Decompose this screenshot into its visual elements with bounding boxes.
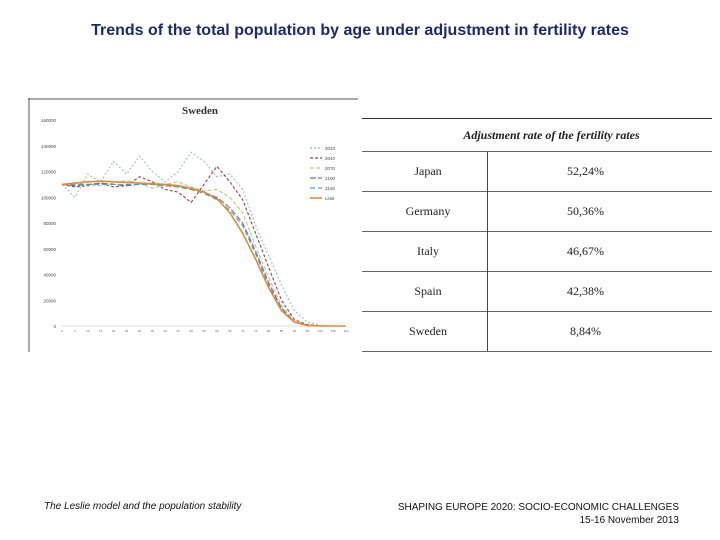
y-tick-label: 0 bbox=[53, 324, 56, 329]
x-tick-label: 30 bbox=[138, 329, 142, 333]
x-tick-label: 45 bbox=[177, 329, 181, 333]
x-tick-label: 50 bbox=[189, 329, 193, 333]
x-tick-label: 110 bbox=[344, 329, 349, 333]
country-cell: Spain bbox=[362, 271, 488, 312]
y-tick-label: 140000 bbox=[41, 144, 57, 149]
x-tick-label: 20 bbox=[112, 329, 116, 333]
rate-cell: 46,67% bbox=[487, 231, 712, 272]
chart-title: Sweden bbox=[182, 105, 218, 117]
rate-cell: 50,36% bbox=[487, 191, 712, 232]
slide-title: Trends of the total population by age un… bbox=[91, 22, 629, 39]
y-tick-label: 160000 bbox=[41, 118, 57, 123]
legend-label: Limit bbox=[325, 196, 335, 201]
rate-cell: 52,24% bbox=[487, 151, 712, 192]
y-tick-label: 80000 bbox=[43, 221, 56, 226]
legend-label: 2010 bbox=[325, 146, 336, 151]
rate-cell: 42,38% bbox=[487, 271, 712, 312]
series-line-2150 bbox=[62, 183, 346, 327]
country-cell: Sweden bbox=[362, 311, 488, 352]
y-tick-label: 40000 bbox=[43, 273, 56, 278]
x-tick-label: 70 bbox=[241, 329, 245, 333]
rate-cell: 8,84% bbox=[487, 311, 712, 352]
footer-left: The Leslie model and the population stab… bbox=[44, 501, 242, 512]
fertility-table: Adjustment rate of the fertility rates J… bbox=[362, 118, 712, 352]
table-row: Germany 50,36% bbox=[362, 191, 712, 232]
series-line-2070 bbox=[61, 179, 346, 327]
table-header-row: Adjustment rate of the fertility rates bbox=[362, 118, 712, 152]
y-tick-label: 60000 bbox=[43, 247, 56, 252]
x-tick-label: 25 bbox=[125, 329, 129, 333]
series-line-2100 bbox=[61, 182, 346, 327]
x-tick-label: 90 bbox=[293, 329, 297, 333]
x-tick-label: 100 bbox=[318, 329, 323, 333]
table-row: Spain 42,38% bbox=[362, 271, 712, 312]
series-line-2040 bbox=[61, 165, 346, 327]
table-row: Japan 52,24% bbox=[362, 151, 712, 192]
series-line-2010 bbox=[61, 151, 346, 327]
country-cell: Japan bbox=[362, 151, 488, 192]
y-tick-label: 100000 bbox=[41, 195, 57, 200]
x-tick-label: 35 bbox=[151, 329, 155, 333]
legend-label: 2100 bbox=[325, 176, 336, 181]
fertility-table-panel: Adjustment rate of the fertility rates J… bbox=[362, 118, 712, 352]
x-tick-label: 55 bbox=[202, 329, 206, 333]
table-row: Italy 46,67% bbox=[362, 231, 712, 272]
country-cell: Italy bbox=[362, 231, 488, 272]
legend-label: 2070 bbox=[325, 166, 336, 171]
x-tick-label: 0 bbox=[61, 329, 63, 333]
x-tick-label: 105 bbox=[331, 329, 336, 333]
x-tick-label: 60 bbox=[215, 329, 219, 333]
table-header: Adjustment rate of the fertility rates bbox=[362, 118, 712, 152]
series-line-limit bbox=[61, 180, 346, 327]
x-tick-label: 40 bbox=[164, 329, 168, 333]
y-tick-label: 20000 bbox=[43, 298, 56, 303]
y-tick-label: 120000 bbox=[41, 170, 57, 175]
x-tick-label: 5 bbox=[74, 329, 76, 333]
x-tick-label: 80 bbox=[267, 329, 271, 333]
x-tick-label: 65 bbox=[228, 329, 232, 333]
x-tick-label: 85 bbox=[280, 329, 284, 333]
footer-right: SHAPING EUROPE 2020: SOCIO-ECONOMIC CHAL… bbox=[398, 501, 679, 527]
sweden-chart: Sweden 0 20000 40000 60000 80000 100000 120000 1… bbox=[28, 98, 358, 352]
sweden-chart-svg: Sweden 0 20000 40000 60000 80000 100000 120000 1… bbox=[28, 98, 358, 352]
table-row: Sweden 8,84% bbox=[362, 311, 712, 352]
footer-right-line1: SHAPING EUROPE 2020: SOCIO-ECONOMIC CHAL… bbox=[397, 502, 679, 513]
country-cell: Germany bbox=[362, 191, 488, 232]
legend-label: 2040 bbox=[325, 156, 336, 161]
x-tick-label: 95 bbox=[306, 329, 310, 333]
legend-label: 2150 bbox=[325, 186, 336, 191]
x-tick-label: 75 bbox=[254, 329, 258, 333]
x-tick-label: 15 bbox=[99, 329, 103, 333]
footer-right-line2: 15-16 November 2013 bbox=[579, 515, 679, 526]
x-tick-label: 10 bbox=[86, 329, 90, 333]
